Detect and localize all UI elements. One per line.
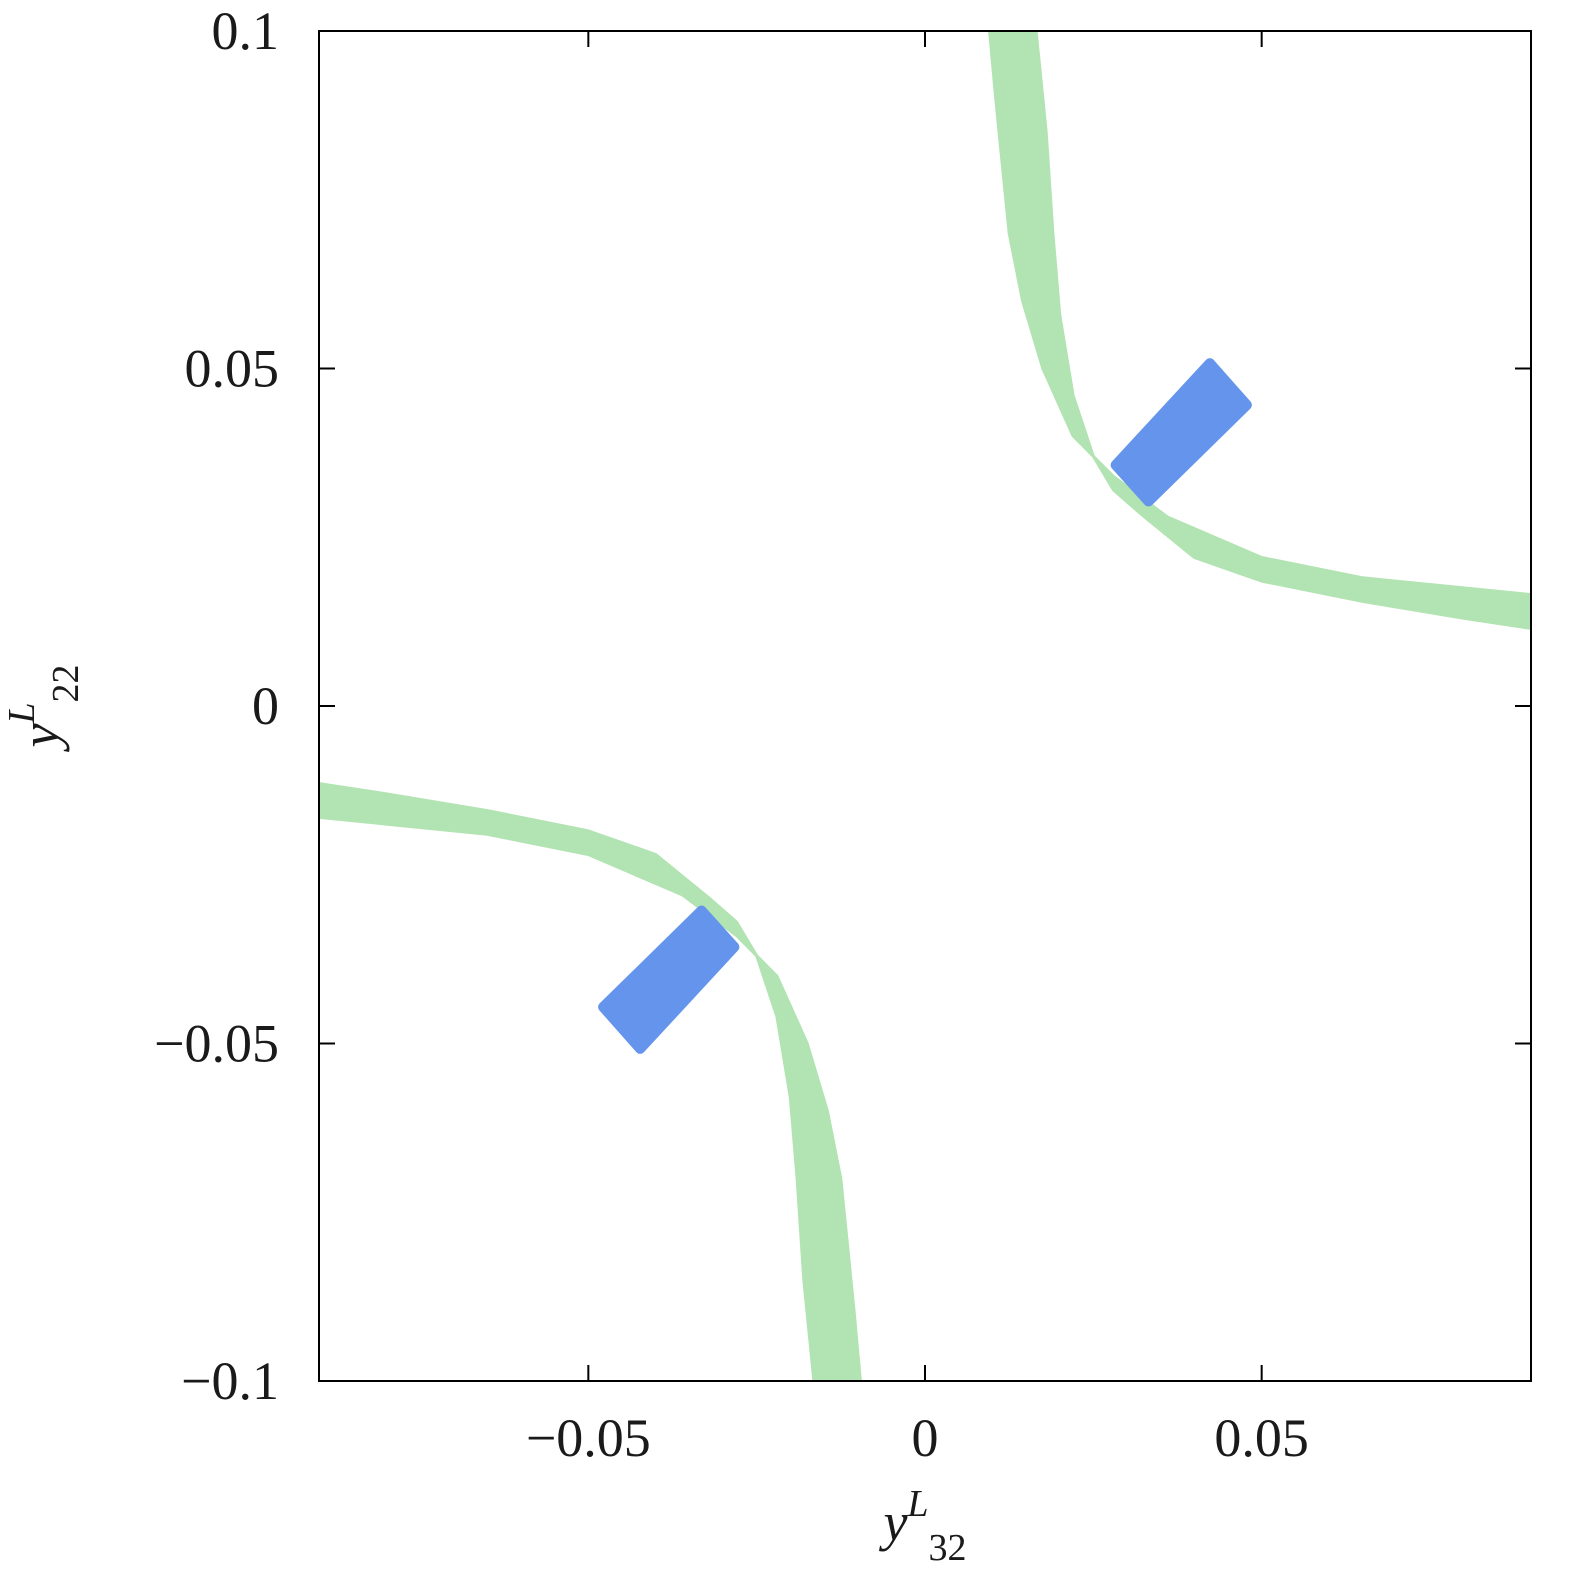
- label-layer: yL32 yL22: [1, 664, 967, 1569]
- x-tick-label-1: 0: [912, 1408, 939, 1468]
- y-tick-label-3: −0.05: [154, 1014, 279, 1074]
- plot-frame: [318, 30, 1532, 1382]
- y-tick-label-0: 0.1: [212, 1, 280, 61]
- x-axis-label: yL32: [878, 1483, 966, 1569]
- blue-patch-region-1: [1110, 358, 1252, 507]
- data-layer: [319, 31, 1531, 1381]
- tick-layer: −0.05 0 0.05 0.1 0.05 0 −0.05 −0.1: [154, 1, 1531, 1468]
- x-tick-label-2: 0.05: [1214, 1408, 1309, 1468]
- y-axis-label: yL22: [1, 664, 87, 752]
- y-tick-label-1: 0.05: [185, 339, 280, 399]
- y-axis-label-base: y: [10, 724, 70, 753]
- green-band-region-2: [319, 782, 862, 1381]
- x-axis-label-sub: 32: [929, 1527, 967, 1569]
- x-axis-label-sup: L: [906, 1483, 928, 1525]
- x-tick-label-0: −0.05: [526, 1408, 651, 1468]
- y-axis-label-sub: 22: [45, 664, 87, 702]
- x-axis-label-base: y: [878, 1492, 907, 1552]
- y-tick-label-2: 0: [252, 676, 279, 736]
- y-axis-label-sup: L: [1, 702, 43, 724]
- blue-patch-region-2: [598, 905, 740, 1054]
- green-band-region-1: [988, 31, 1531, 630]
- y-tick-label-4: −0.1: [181, 1351, 279, 1411]
